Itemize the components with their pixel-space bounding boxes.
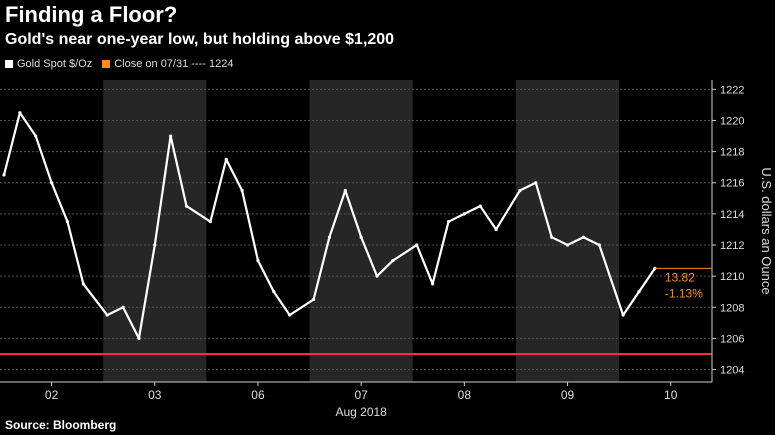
change-label: 13.82 — [665, 270, 695, 284]
x-tick-label-08: 08 — [458, 388, 472, 402]
data-point-31 — [534, 181, 538, 185]
data-point-27 — [462, 212, 466, 216]
y-tick-label-1210: 1210 — [720, 271, 744, 283]
data-point-11 — [184, 204, 189, 208]
y-tick-label-1208: 1208 — [720, 302, 744, 314]
data-point-23 — [391, 258, 395, 263]
data-point-0 — [2, 173, 6, 177]
x-tick-label-06: 06 — [251, 388, 265, 402]
x-tick-label-03: 03 — [148, 388, 162, 402]
x-tick-label-02: 02 — [45, 388, 59, 402]
legend-label-close: Close on 07/31 ---- 1224 — [114, 58, 234, 70]
chart-title: Finding a Floor? — [5, 2, 178, 27]
annotations: 13.82 -1.13% — [654, 267, 712, 300]
data-point-26 — [446, 220, 451, 224]
data-point-32 — [550, 235, 554, 239]
data-point-18 — [311, 297, 316, 302]
y-tick-label-1204: 1204 — [720, 365, 744, 377]
data-point-13 — [224, 157, 228, 161]
data-point-34 — [581, 235, 586, 239]
x-tick-label-10: 10 — [664, 388, 678, 402]
data-point-5 — [81, 282, 85, 286]
data-point-12 — [208, 220, 212, 224]
chart-subtitle: Gold's near one-year low, but holding ab… — [5, 31, 395, 48]
gridlines — [0, 88, 712, 371]
axes: 1204 1206 1208 1210 1212 1214 1216 1218 1220 1222… — [0, 80, 774, 419]
data-point-2 — [34, 134, 38, 138]
x-tick-label-09: 09 — [561, 388, 575, 402]
session-band-07 — [309, 80, 413, 382]
data-point-37 — [637, 290, 641, 294]
data-point-35 — [597, 243, 601, 247]
data-point-28 — [478, 204, 482, 208]
y-tick-label-1206: 1206 — [720, 333, 744, 345]
y-tick-label-1220: 1220 — [720, 115, 744, 127]
legend-label-series: Gold Spot $/Oz — [17, 58, 93, 70]
session-band-09 — [515, 80, 620, 382]
data-point-25 — [431, 282, 435, 286]
legend-swatch-close — [102, 60, 111, 68]
data-point-7 — [121, 305, 125, 309]
data-point-15 — [256, 258, 260, 263]
change-pct-label: -1.13% — [665, 286, 703, 300]
x-tick-label-07: 07 — [354, 388, 368, 402]
data-point-17 — [288, 313, 292, 317]
data-point-22 — [375, 274, 379, 278]
y-axis-label: U.S. dollars an Ounce — [759, 167, 774, 294]
data-point-20 — [343, 188, 347, 193]
y-tick-label-1222: 1222 — [720, 84, 744, 96]
data-point-9 — [153, 243, 157, 247]
data-point-8 — [137, 336, 141, 341]
legend-item-series: Gold Spot $/Oz — [5, 58, 92, 70]
data-point-6 — [105, 313, 109, 317]
data-point-16 — [272, 290, 276, 294]
data-point-4 — [65, 220, 70, 224]
x-axis-label: Aug 2018 — [335, 405, 387, 419]
y-tick-label-1218: 1218 — [720, 147, 744, 159]
y-tick-label-1214: 1214 — [720, 209, 744, 221]
data-point-10 — [169, 134, 173, 138]
data-point-19 — [327, 235, 332, 239]
data-point-3 — [49, 181, 54, 185]
session-bands — [103, 80, 620, 382]
legend: Gold Spot $/Oz Close on 07/31 ---- 1224 — [5, 58, 233, 70]
data-point-21 — [359, 235, 363, 239]
series-group — [2, 111, 657, 341]
session-band-03 — [103, 80, 207, 382]
data-point-29 — [494, 227, 498, 232]
data-point-36 — [621, 313, 625, 317]
legend-swatch-series — [5, 60, 13, 68]
data-point-24 — [415, 243, 419, 247]
data-point-30 — [518, 188, 522, 193]
data-point-14 — [240, 188, 244, 193]
data-point-33 — [565, 243, 570, 247]
data-point-1 — [18, 111, 22, 115]
y-tick-label-1216: 1216 — [720, 178, 744, 190]
legend-item-close: Close on 07/31 ---- 1224 — [102, 58, 233, 70]
y-tick-label-1212: 1212 — [720, 240, 744, 252]
source-note: Source: Bloomberg — [5, 418, 117, 432]
